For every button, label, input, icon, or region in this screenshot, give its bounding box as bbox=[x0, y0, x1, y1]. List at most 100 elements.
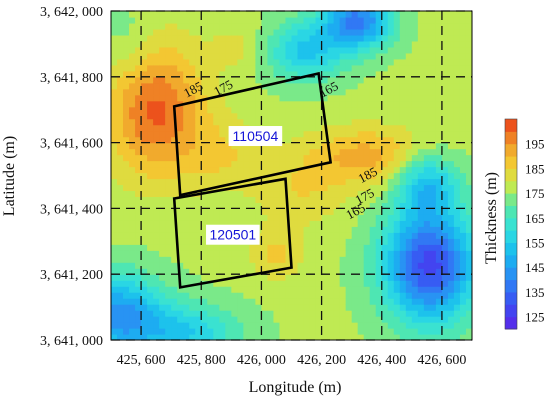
contour-cell bbox=[369, 226, 377, 233]
contour-cell bbox=[165, 190, 172, 198]
contour-cell bbox=[411, 100, 419, 108]
contour-cell bbox=[315, 136, 323, 144]
contour-cell bbox=[405, 328, 413, 335]
contour-cell bbox=[333, 286, 341, 293]
contour-cell bbox=[453, 208, 461, 215]
contour-cell bbox=[333, 106, 341, 114]
contour-cell bbox=[273, 40, 281, 48]
contour-cell bbox=[423, 28, 431, 36]
contour-cell bbox=[195, 76, 202, 84]
contour-cell bbox=[273, 112, 281, 120]
contour-cell bbox=[339, 160, 347, 168]
y-tick-label: 3, 642, 000 bbox=[40, 5, 103, 20]
contour-cell bbox=[207, 130, 214, 138]
contour-cell bbox=[207, 11, 214, 18]
contour-cell bbox=[273, 52, 281, 60]
contour-cell bbox=[429, 88, 437, 96]
contour-cell bbox=[423, 100, 431, 108]
contour-cell bbox=[165, 100, 172, 108]
contour-cell bbox=[273, 226, 281, 233]
contour-cell bbox=[261, 310, 269, 317]
contour-cell bbox=[225, 118, 232, 126]
contour-cell bbox=[243, 220, 250, 227]
contour-cell bbox=[381, 16, 389, 24]
contour-cell bbox=[339, 286, 347, 293]
contour-cell bbox=[159, 148, 166, 156]
contour-cell bbox=[273, 196, 281, 204]
contour-cell bbox=[435, 298, 443, 305]
contour-cell bbox=[381, 94, 389, 102]
contour-cell bbox=[435, 334, 443, 340]
contour-cell bbox=[375, 28, 383, 36]
contour-cell bbox=[267, 76, 275, 84]
contour-cell bbox=[417, 136, 425, 144]
contour-cell bbox=[111, 28, 118, 36]
contour-cell bbox=[465, 196, 472, 204]
contour-cell bbox=[165, 166, 172, 174]
contour-cell bbox=[291, 328, 299, 335]
contour-cell bbox=[225, 40, 232, 48]
contour-cell bbox=[171, 34, 178, 42]
contour-cell bbox=[195, 262, 202, 269]
contour-cell bbox=[279, 154, 287, 162]
contour-cell bbox=[291, 148, 299, 156]
contour-cell bbox=[165, 226, 172, 233]
contour-cell bbox=[207, 16, 214, 24]
contour-cell bbox=[297, 124, 305, 132]
contour-cell bbox=[345, 106, 353, 114]
contour-cell bbox=[231, 310, 238, 317]
contour-cell bbox=[411, 160, 419, 168]
contour-cell bbox=[189, 208, 196, 215]
contour-cell bbox=[303, 184, 311, 192]
contour-cell bbox=[309, 196, 317, 204]
contour-cell bbox=[417, 316, 425, 323]
contour-cell bbox=[177, 250, 184, 257]
contour-cell bbox=[123, 130, 130, 138]
contour-cell bbox=[327, 64, 335, 72]
contour-cell bbox=[231, 28, 238, 36]
contour-cell bbox=[273, 16, 281, 24]
contour-cell bbox=[453, 292, 461, 299]
contour-cell bbox=[387, 130, 395, 138]
contour-cell bbox=[345, 34, 353, 42]
contour-cell bbox=[219, 16, 226, 24]
contour-cell bbox=[405, 178, 413, 186]
contour-cell bbox=[135, 142, 142, 150]
contour-cell bbox=[273, 280, 281, 287]
contour-cell bbox=[345, 136, 353, 144]
contour-cell bbox=[303, 142, 311, 150]
contour-cell bbox=[363, 226, 371, 233]
contour-cell bbox=[159, 334, 166, 340]
contour-cell bbox=[213, 40, 220, 48]
contour-cell bbox=[141, 160, 148, 168]
contour-cell bbox=[465, 52, 472, 60]
contour-cell bbox=[357, 232, 365, 239]
contour-cell bbox=[453, 46, 461, 54]
contour-cell bbox=[381, 118, 389, 126]
contour-cell bbox=[153, 124, 160, 132]
contour-cell bbox=[243, 100, 250, 108]
contour-cell bbox=[369, 304, 377, 311]
contour-cell bbox=[417, 160, 425, 168]
contour-cell bbox=[303, 100, 311, 108]
contour-cell bbox=[363, 304, 371, 311]
contour-cell bbox=[399, 214, 407, 221]
contour-cell bbox=[225, 298, 232, 305]
contour-cell bbox=[315, 118, 323, 126]
contour-cell bbox=[393, 46, 401, 54]
contour-cell bbox=[303, 298, 311, 305]
contour-cell bbox=[411, 190, 419, 198]
contour-cell bbox=[279, 172, 287, 180]
contour-cell bbox=[123, 154, 130, 162]
contour-cell bbox=[423, 70, 431, 78]
contour-cell bbox=[189, 244, 196, 251]
contour-cell bbox=[213, 328, 220, 335]
contour-cell bbox=[339, 112, 347, 120]
contour-cell bbox=[315, 52, 323, 60]
contour-cell bbox=[231, 196, 238, 204]
contour-cell bbox=[189, 88, 196, 96]
contour-cell bbox=[159, 88, 166, 96]
contour-cell bbox=[117, 202, 124, 209]
contour-cell bbox=[189, 28, 196, 36]
contour-cell bbox=[273, 172, 281, 180]
